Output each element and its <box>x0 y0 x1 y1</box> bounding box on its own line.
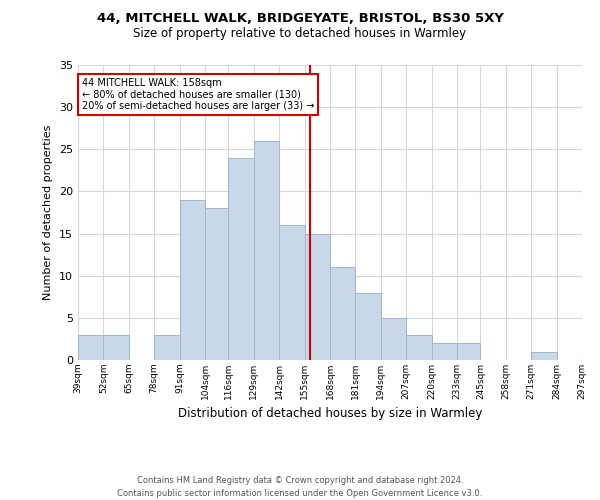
Bar <box>205 208 229 360</box>
Bar <box>229 158 254 360</box>
Bar <box>406 334 431 360</box>
Bar <box>531 352 557 360</box>
Y-axis label: Number of detached properties: Number of detached properties <box>43 125 53 300</box>
Bar <box>355 292 381 360</box>
Text: Contains HM Land Registry data © Crown copyright and database right 2024.
Contai: Contains HM Land Registry data © Crown c… <box>118 476 482 498</box>
X-axis label: Distribution of detached houses by size in Warmley: Distribution of detached houses by size … <box>178 408 482 420</box>
Bar <box>154 334 179 360</box>
Bar <box>431 343 457 360</box>
Bar <box>254 141 279 360</box>
Text: 44, MITCHELL WALK, BRIDGEYATE, BRISTOL, BS30 5XY: 44, MITCHELL WALK, BRIDGEYATE, BRISTOL, … <box>97 12 503 26</box>
Bar <box>381 318 406 360</box>
Bar <box>279 225 305 360</box>
Text: 44 MITCHELL WALK: 158sqm
← 80% of detached houses are smaller (130)
20% of semi-: 44 MITCHELL WALK: 158sqm ← 80% of detach… <box>82 78 314 111</box>
Bar <box>103 334 129 360</box>
Bar <box>179 200 205 360</box>
Bar <box>457 343 481 360</box>
Bar <box>305 234 330 360</box>
Bar <box>78 334 103 360</box>
Text: Size of property relative to detached houses in Warmley: Size of property relative to detached ho… <box>133 28 467 40</box>
Bar <box>330 268 355 360</box>
